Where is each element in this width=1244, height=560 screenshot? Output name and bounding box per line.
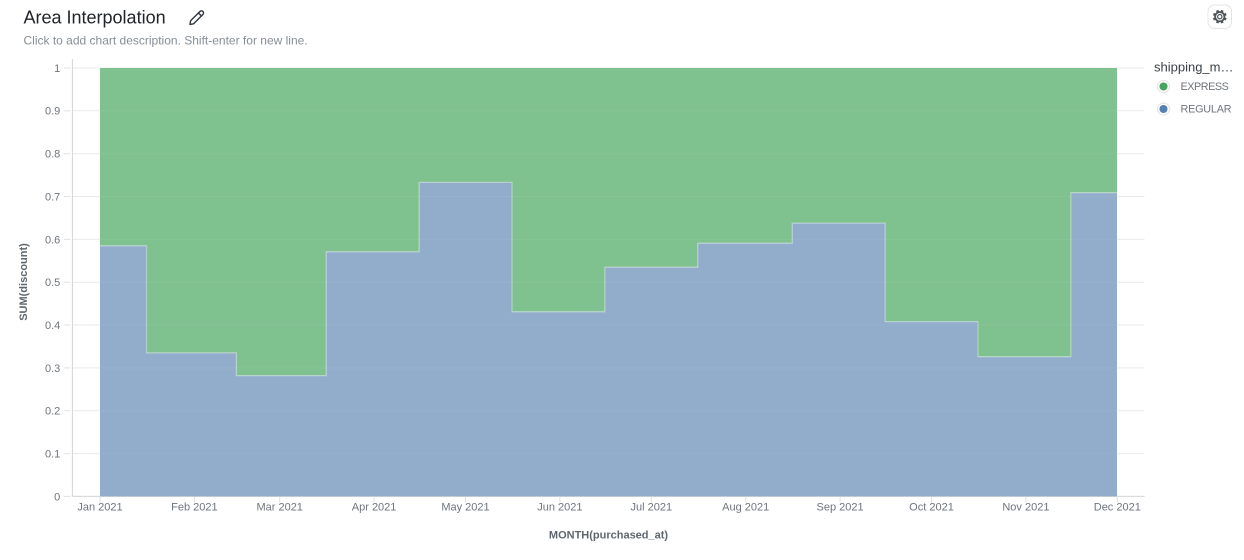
- svg-text:Area Interpolation: Area Interpolation: [24, 8, 166, 28]
- svg-text:MONTH(purchased_at): MONTH(purchased_at): [549, 530, 669, 542]
- svg-text:Feb 2021: Feb 2021: [171, 502, 217, 514]
- svg-text:REGULAR: REGULAR: [1181, 104, 1232, 116]
- svg-text:EXPRESS: EXPRESS: [1181, 81, 1229, 93]
- svg-text:0.6: 0.6: [45, 234, 60, 246]
- svg-text:Oct 2021: Oct 2021: [909, 502, 954, 514]
- svg-text:Jan 2021: Jan 2021: [77, 502, 122, 514]
- svg-text:Apr 2021: Apr 2021: [352, 502, 397, 514]
- svg-text:Jul 2021: Jul 2021: [631, 502, 673, 514]
- svg-text:0.1: 0.1: [45, 449, 60, 461]
- svg-text:0.7: 0.7: [45, 191, 60, 203]
- svg-text:1: 1: [54, 63, 60, 75]
- svg-text:Jun 2021: Jun 2021: [537, 502, 582, 514]
- svg-text:Sep 2021: Sep 2021: [817, 502, 864, 514]
- svg-text:0.2: 0.2: [45, 406, 60, 418]
- svg-text:0.9: 0.9: [45, 106, 60, 118]
- svg-text:May 2021: May 2021: [441, 502, 489, 514]
- svg-text:0: 0: [54, 491, 60, 503]
- svg-text:Mar 2021: Mar 2021: [256, 502, 302, 514]
- svg-text:0.8: 0.8: [45, 149, 60, 161]
- svg-text:Nov 2021: Nov 2021: [1002, 502, 1049, 514]
- svg-text:0.4: 0.4: [45, 320, 60, 332]
- svg-text:0.5: 0.5: [45, 277, 60, 289]
- svg-text:0.3: 0.3: [45, 363, 60, 375]
- svg-text:shipping_m…: shipping_m…: [1154, 60, 1234, 75]
- svg-text:SUM(discount): SUM(discount): [18, 243, 30, 321]
- svg-text:Aug 2021: Aug 2021: [722, 502, 769, 514]
- svg-text:Dec 2021: Dec 2021: [1094, 502, 1141, 514]
- svg-text:Click to add chart description: Click to add chart description. Shift-en…: [24, 34, 308, 48]
